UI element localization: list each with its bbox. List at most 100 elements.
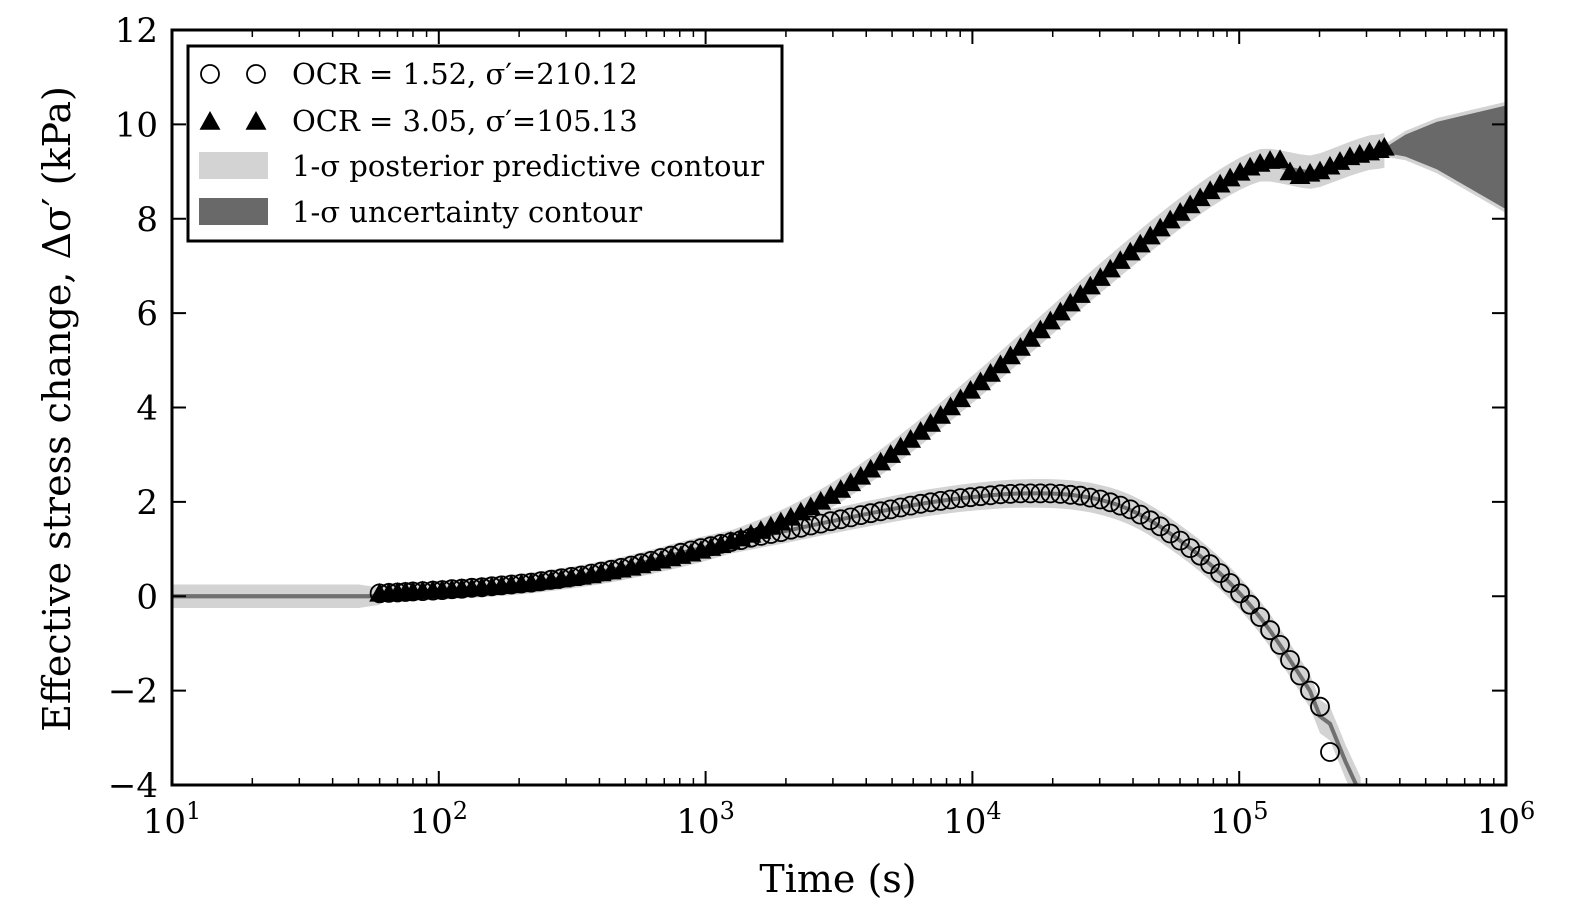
legend-label: OCR = 3.05, σ′=105.13 <box>292 104 638 138</box>
y-tick-label: 2 <box>136 483 158 523</box>
legend-triangle-marker <box>245 111 267 130</box>
triangle-marker <box>810 490 832 510</box>
x-axis-title: Time (s) <box>759 857 916 901</box>
legend-box <box>186 44 784 243</box>
triangle-marker <box>890 436 912 456</box>
y-tick-label: −2 <box>108 672 158 712</box>
circle-marker <box>930 490 951 511</box>
circle-marker <box>1210 563 1230 583</box>
triangle-marker <box>1089 267 1111 286</box>
circle-marker <box>1060 484 1081 505</box>
triangle-marker <box>1119 241 1141 261</box>
triangle-marker <box>840 472 862 492</box>
triangle-marker <box>1109 250 1131 269</box>
uncertainty-band-extrapolation <box>1384 105 1506 210</box>
triangle-marker <box>970 371 991 391</box>
circle-marker <box>1040 483 1061 504</box>
legend-label: 1-σ uncertainty contour <box>292 195 642 229</box>
legend-band-swatch <box>199 198 268 225</box>
triangle-marker <box>900 429 922 448</box>
triangle-marker <box>1069 284 1091 303</box>
circle-marker <box>800 515 821 536</box>
triangle-marker <box>860 458 882 478</box>
y-tick-label: 4 <box>136 389 158 429</box>
triangle-marker <box>800 496 822 516</box>
circle-marker <box>910 493 931 514</box>
circle-marker <box>960 487 981 508</box>
triangle-marker <box>1169 202 1191 221</box>
circle-marker <box>1180 538 1201 558</box>
triangle-marker <box>1129 233 1151 253</box>
circle-marker <box>1030 483 1051 504</box>
circle-marker <box>1290 665 1310 686</box>
legend-circle-marker <box>246 64 266 84</box>
legend-band-swatch <box>199 152 268 179</box>
tick-labels: 101 102 103 104 105 106 −4 −2 0 2 4 6 8 10 12 <box>108 11 1535 842</box>
triangle-marker <box>1099 258 1121 278</box>
triangle-marker <box>780 506 802 526</box>
circle-marker <box>1020 483 1041 504</box>
circle-marker <box>1120 499 1141 520</box>
legend-circle-marker <box>200 64 220 84</box>
circle-marker <box>950 488 971 509</box>
triangle-marker <box>1319 155 1341 175</box>
triangle-marker <box>1209 173 1231 193</box>
circle-marker <box>1230 583 1250 604</box>
circle-marker <box>1000 483 1021 504</box>
data-markers <box>369 136 1395 762</box>
triangle-marker <box>820 485 842 504</box>
triangle-marker <box>1189 187 1211 207</box>
triangle-marker <box>850 465 872 485</box>
circle-marker <box>1280 650 1300 670</box>
circle-marker <box>850 505 871 525</box>
legend-items: OCR = 1.52, σ′=210.12 OCR = 3.05, σ′=105.… <box>199 57 764 229</box>
circle-marker <box>890 497 911 518</box>
triangle-marker <box>1199 180 1221 200</box>
circle-marker <box>870 501 891 522</box>
circle-marker <box>1270 635 1290 655</box>
circle-marker <box>990 484 1011 505</box>
y-tick-label: 8 <box>136 200 158 240</box>
triangle-marker <box>950 388 971 408</box>
circle-marker <box>830 509 851 530</box>
triangle-marker <box>1229 161 1251 181</box>
circle-marker <box>1240 594 1260 615</box>
y-tick-label: 10 <box>115 105 158 145</box>
circle-marker <box>1310 696 1330 717</box>
circle-marker <box>1130 504 1151 525</box>
circle-marker <box>1250 607 1270 627</box>
circle-marker <box>940 489 961 510</box>
circle-marker <box>900 495 921 516</box>
x-tick-label: 103 <box>676 797 735 842</box>
triangle-marker <box>1079 275 1101 295</box>
triangle-marker <box>790 501 812 521</box>
triangle-marker <box>920 413 942 432</box>
triangle-marker <box>999 345 1021 365</box>
triangle-marker <box>770 511 792 531</box>
triangle-marker <box>870 451 892 471</box>
circle-marker <box>1150 516 1171 537</box>
triangle-marker <box>1019 328 1041 347</box>
y-tick-label: 12 <box>115 11 158 51</box>
circle-marker <box>1110 495 1131 516</box>
triangle-marker <box>930 404 952 424</box>
circle-marker <box>1100 492 1121 513</box>
circle-marker <box>1070 485 1091 506</box>
y-tick-label: 6 <box>136 294 158 334</box>
circle-marker <box>1080 487 1101 508</box>
triangle-marker <box>1373 136 1395 156</box>
x-tick-label: 105 <box>1210 797 1269 842</box>
y-tick-label: −4 <box>108 766 158 806</box>
circle-marker <box>1140 510 1161 531</box>
circle-marker <box>1170 530 1191 551</box>
legend-label: OCR = 1.52, σ′=210.12 <box>292 57 638 91</box>
circle-marker <box>1010 483 1031 504</box>
circle-marker <box>1160 523 1181 544</box>
contour-bands <box>172 101 1506 785</box>
triangle-marker <box>1219 167 1241 187</box>
x-tick-label: 102 <box>410 797 469 842</box>
triangle-marker <box>960 379 981 399</box>
triangle-marker <box>940 396 961 416</box>
triangle-marker <box>1329 151 1351 170</box>
y-tick-label: 0 <box>136 577 158 617</box>
